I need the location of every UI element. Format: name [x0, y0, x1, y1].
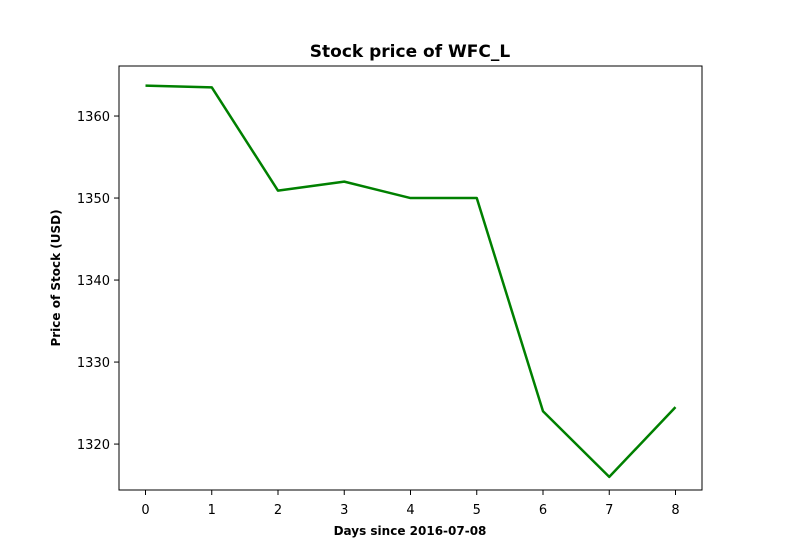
x-tick-label: 2 — [274, 503, 282, 518]
x-tick-label: 5 — [473, 503, 481, 518]
plot-frame — [118, 65, 703, 491]
y-tick-label: 1330 — [77, 356, 110, 371]
x-tick-label: 0 — [141, 503, 149, 518]
x-axis: 0 1 2 3 4 5 6 7 8 — [141, 490, 680, 518]
x-tick-label: 7 — [605, 503, 613, 518]
x-axis-label: Days since 2016-07-08 — [334, 524, 487, 538]
x-tick-label: 8 — [671, 503, 679, 518]
x-tick-label: 4 — [406, 503, 414, 518]
y-axis-label: Price of Stock (USD) — [49, 209, 63, 346]
y-tick-label: 1360 — [77, 110, 110, 125]
x-tick-label: 3 — [340, 503, 348, 518]
x-tick-label: 6 — [539, 503, 547, 518]
series-line — [145, 84, 677, 479]
x-tick-label: 1 — [208, 503, 216, 518]
y-tick-label: 1350 — [77, 192, 110, 207]
y-tick-label: 1320 — [77, 438, 110, 453]
series-layer — [145, 84, 677, 479]
chart-title: Stock price of WFC_L — [310, 42, 511, 62]
y-tick-label: 1340 — [77, 274, 110, 289]
y-axis: 1320 1330 1340 1350 1360 — [77, 110, 119, 453]
